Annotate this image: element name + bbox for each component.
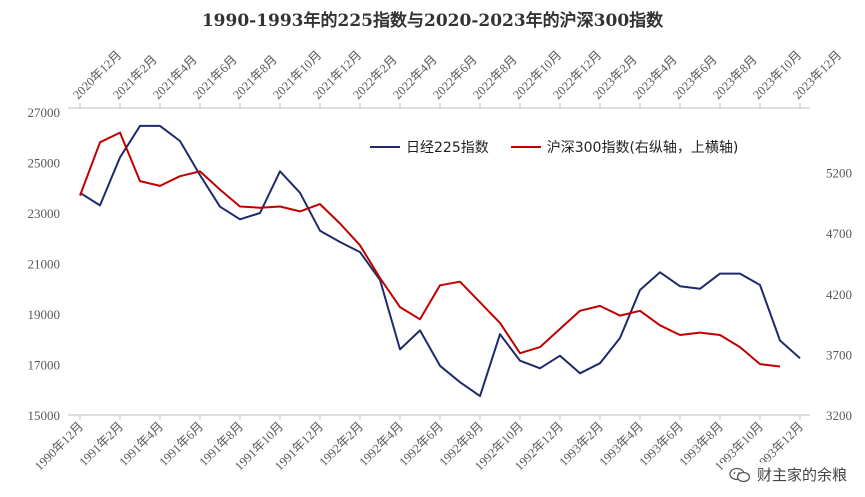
y-left-tick-label: 15000 [28, 408, 61, 423]
series-line-csi300 [79, 131, 781, 368]
y-left-tick-label: 27000 [28, 105, 61, 120]
legend-swatch-csi300 [510, 146, 541, 148]
chart-title: 1990-1993年的225指数与2020-2023年的沪深300指数 [201, 11, 664, 31]
y-left-tick-label: 25000 [28, 156, 61, 171]
y-left-tick-label: 23000 [28, 206, 61, 221]
y-right-tick-label: 5200 [826, 166, 852, 181]
legend-label-nikkei: 日经225指数 [406, 140, 489, 156]
y-right-tick-label: 4200 [826, 287, 852, 302]
y-left-tick-label: 19000 [28, 307, 61, 322]
y-right-tick-label: 3700 [826, 347, 852, 362]
y-left-tick-label: 21000 [28, 257, 61, 272]
legend-label-csi300: 沪深300指数(右纵轴，上横轴) [546, 140, 739, 156]
legend-swatch-nikkei [370, 146, 400, 148]
x-bottom-tick-label: 1990年12月 [32, 419, 86, 473]
legend-item-csi300: 沪深300指数(右纵轴，上横轴) [510, 137, 739, 157]
y-right-tick-label: 4700 [826, 226, 852, 241]
watermark: 财主家的余粮 [722, 462, 853, 487]
watermark-text: 财主家的余粮 [756, 466, 847, 484]
y-right-tick-label: 3200 [826, 408, 852, 423]
y-left-tick-label: 17000 [28, 358, 61, 373]
series-line-nikkei225 [79, 124, 801, 398]
legend-item-nikkei: 日经225指数 [370, 137, 489, 157]
wechat-icon [729, 467, 751, 482]
legend: 日经225指数 沪深300指数(右纵轴，上横轴) [370, 137, 760, 157]
